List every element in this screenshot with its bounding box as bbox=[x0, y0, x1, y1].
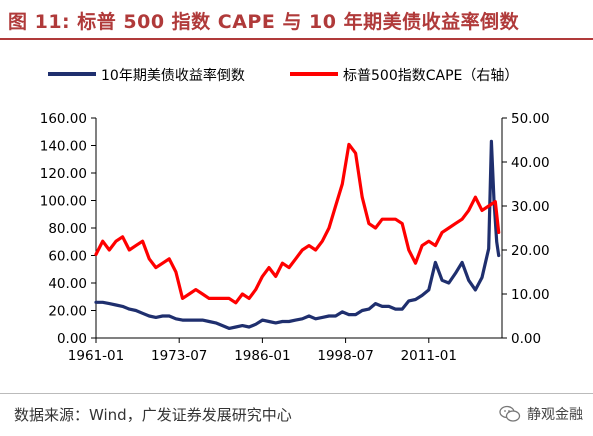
y-left-tick-label: 0.00 bbox=[57, 331, 87, 347]
y-right-tick-label: 40.00 bbox=[511, 155, 550, 171]
watermark: 静观金融 bbox=[499, 404, 583, 424]
figure-title-bar: 图 11: 标普 500 指数 CAPE 与 10 年期美债收益率倒数 bbox=[0, 0, 593, 40]
source-bar: 数据来源：Wind，广发证券发展研究中心 静观金融 bbox=[0, 393, 593, 436]
x-tick-label: 2011-01 bbox=[401, 348, 457, 364]
x-tick-label: 1961-01 bbox=[68, 348, 124, 364]
dual-axis-line-chart: 10年期美债收益率倒数 标普500指数CAPE（右轴） 0.00 20.00 40.00… bbox=[40, 67, 550, 364]
y-left-tick-label: 140.00 bbox=[40, 139, 87, 155]
series-line-treasury-reciprocal bbox=[94, 139, 501, 330]
y-right-tick-label: 20.00 bbox=[511, 243, 550, 259]
legend-label-right-series: 标普500指数CAPE（右轴） bbox=[343, 68, 518, 84]
y-left-tick-label: 120.00 bbox=[40, 166, 87, 182]
figure-title: 图 11: 标普 500 指数 CAPE 与 10 年期美债收益率倒数 bbox=[8, 11, 520, 33]
source-note: 数据来源：Wind，广发证券发展研究中心 bbox=[14, 406, 292, 424]
x-tick-label: 1973-07 bbox=[151, 348, 207, 364]
x-tick-label: 1986-01 bbox=[234, 348, 290, 364]
y-left-tick-label: 80.00 bbox=[48, 221, 87, 237]
y-left-tick-label: 100.00 bbox=[40, 194, 87, 210]
wechat-icon bbox=[499, 405, 521, 422]
legend-label-left-series: 10年期美债收益率倒数 bbox=[101, 67, 245, 84]
y-left-tick-label: 20.00 bbox=[48, 304, 87, 320]
y-right-tick-label: 0.00 bbox=[511, 331, 541, 347]
y-left-tick-label: 40.00 bbox=[48, 276, 87, 292]
y-left-tick-label: 60.00 bbox=[48, 249, 87, 265]
y-left-tick-label: 160.00 bbox=[40, 111, 87, 127]
y-right-tick-label: 30.00 bbox=[511, 199, 550, 215]
series-line-cape bbox=[94, 142, 501, 305]
watermark-text: 静观金融 bbox=[527, 407, 583, 423]
x-tick-label: 1998-07 bbox=[317, 348, 373, 364]
y-right-tick-label: 50.00 bbox=[511, 111, 550, 127]
y-right-tick-label: 10.00 bbox=[511, 287, 550, 303]
